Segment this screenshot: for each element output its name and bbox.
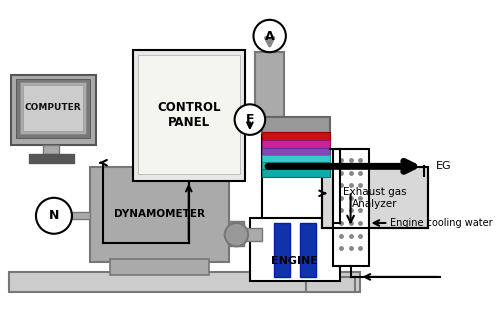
Circle shape	[224, 223, 248, 246]
Bar	[110, 259, 208, 275]
Bar	[16, 79, 90, 138]
Bar	[43, 145, 60, 154]
Text: COMPUTER: COMPUTER	[24, 103, 82, 112]
Bar	[332, 149, 368, 266]
Bar	[250, 219, 340, 282]
Bar	[262, 169, 330, 177]
Bar	[24, 84, 82, 131]
Bar	[262, 133, 330, 223]
Bar	[9, 273, 360, 292]
Bar	[256, 52, 284, 117]
Circle shape	[36, 198, 72, 234]
Bar	[322, 167, 428, 228]
Bar	[133, 50, 246, 181]
Bar	[29, 154, 74, 163]
Bar	[300, 223, 316, 277]
Text: A: A	[265, 30, 274, 42]
Bar	[337, 228, 355, 241]
Bar	[138, 55, 240, 174]
Text: F: F	[246, 113, 254, 126]
Text: ENGINE: ENGINE	[272, 256, 318, 266]
Circle shape	[254, 20, 286, 52]
Text: Engine cooling water: Engine cooling water	[390, 218, 492, 228]
Bar	[72, 212, 90, 219]
Bar	[244, 228, 262, 241]
Bar	[229, 221, 244, 246]
Bar	[262, 155, 330, 163]
Bar	[90, 167, 229, 262]
Bar	[262, 148, 330, 156]
Text: N: N	[48, 209, 59, 222]
Text: DYNAMOMETER: DYNAMOMETER	[114, 209, 204, 219]
Circle shape	[234, 104, 265, 135]
Bar	[11, 75, 96, 145]
Bar	[20, 82, 86, 134]
Bar	[274, 223, 290, 277]
Bar	[262, 162, 330, 170]
Bar	[241, 229, 296, 240]
Bar	[262, 132, 330, 141]
Text: Exhaust gas
Analyzer: Exhaust gas Analyzer	[343, 187, 406, 209]
Bar	[306, 277, 355, 292]
Bar	[262, 140, 330, 149]
Text: CONTROL
PANEL: CONTROL PANEL	[157, 101, 220, 129]
Text: EG: EG	[436, 161, 452, 171]
Bar	[262, 117, 330, 133]
